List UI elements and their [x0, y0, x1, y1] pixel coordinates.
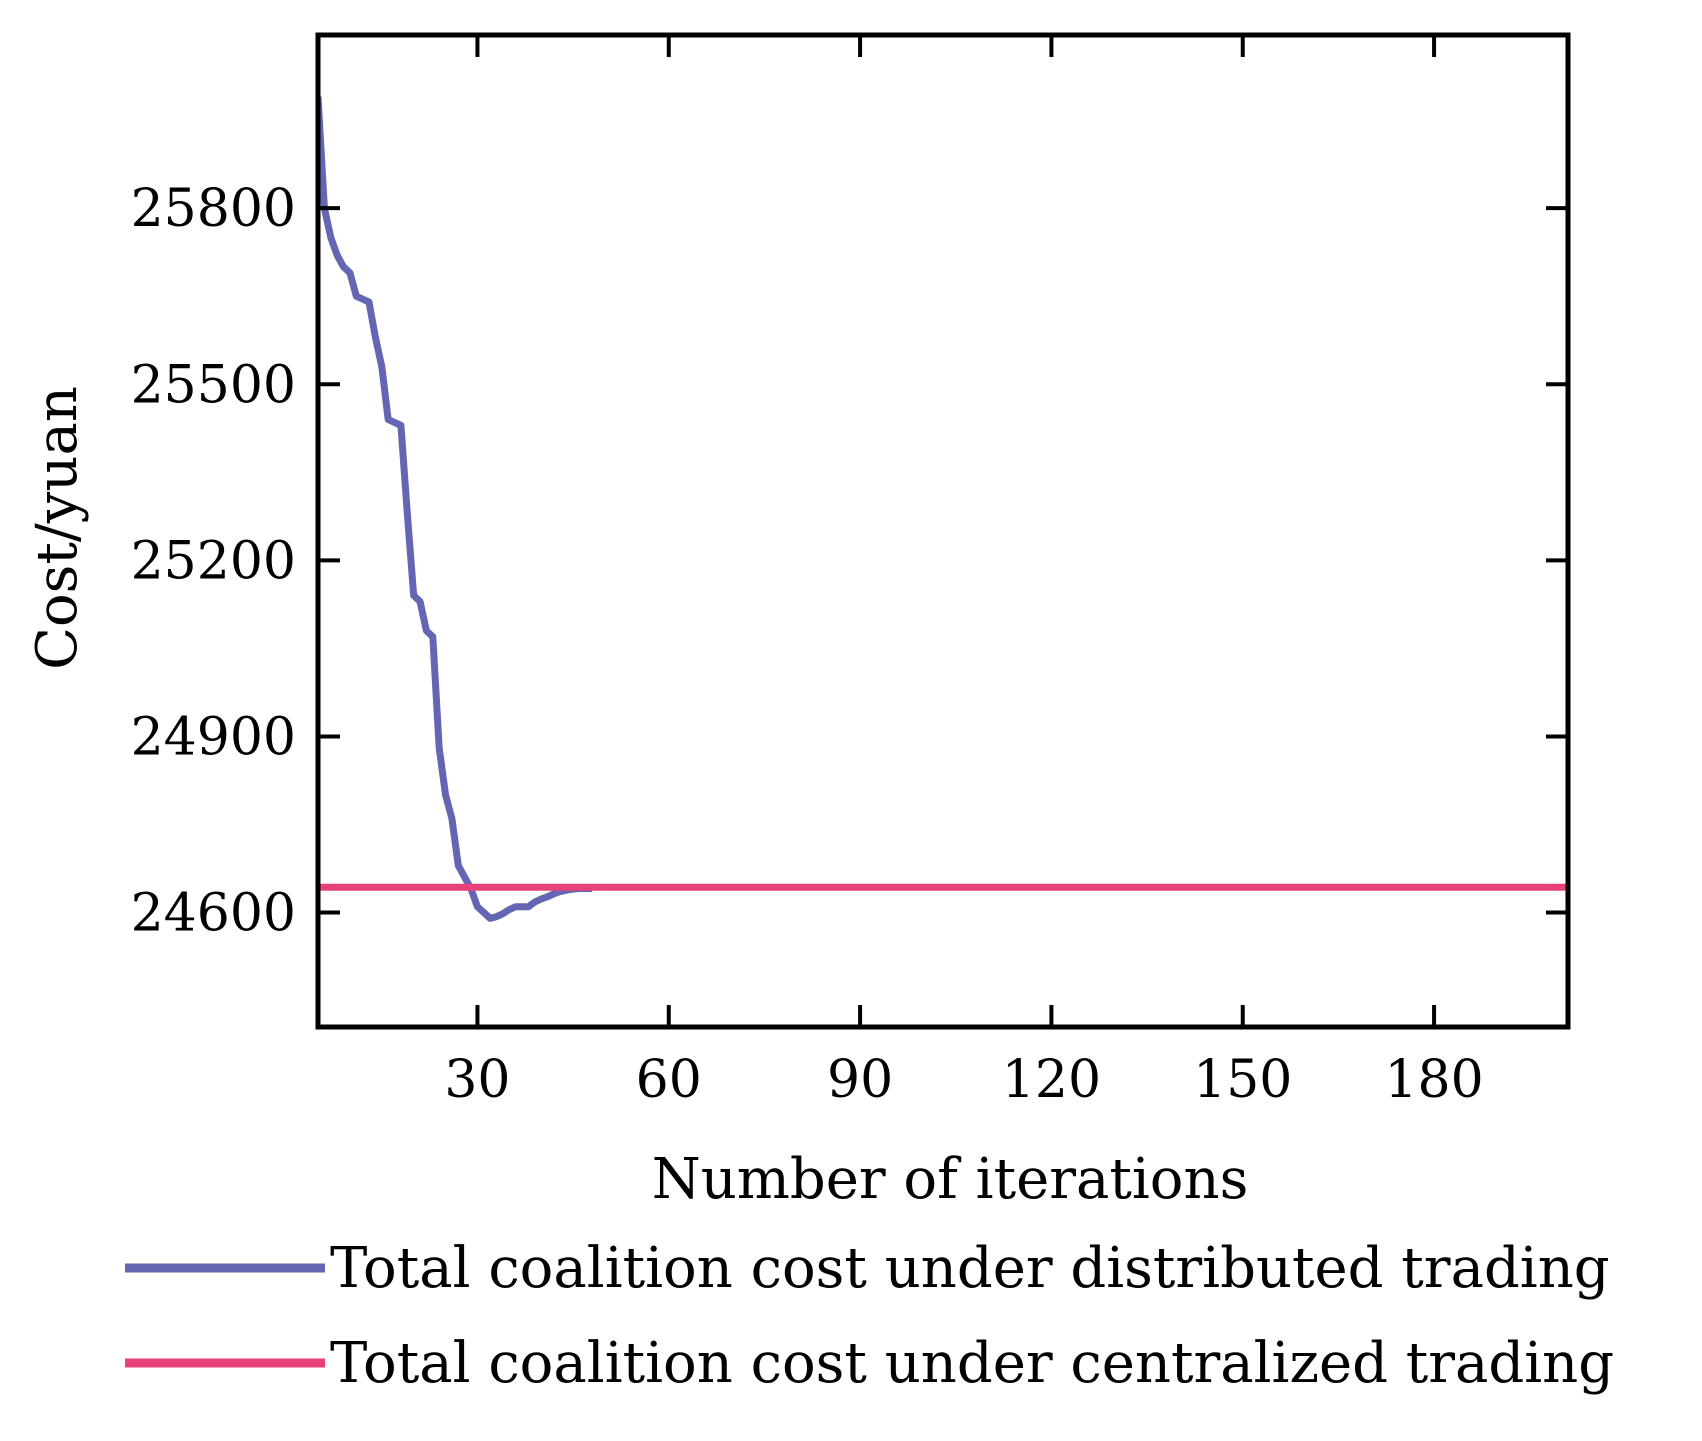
- x-tick-label: 150: [1193, 1050, 1292, 1110]
- legend-label-centralized: Total coalition cost under centralized t…: [330, 1331, 1614, 1396]
- plot-layer: [318, 96, 1568, 922]
- y-tick-label: 25200: [131, 531, 296, 591]
- series-line-0: [318, 96, 593, 922]
- x-tick-label: 120: [1002, 1050, 1101, 1110]
- x-tick-label: 90: [827, 1050, 893, 1110]
- y-tick-label: 25800: [131, 179, 296, 239]
- legend-label-distributed: Total coalition cost under distributed t…: [330, 1236, 1610, 1301]
- axes-layer: 30 60 90 120 150 180 24600 24900 25200 25500 25800: [131, 32, 1571, 1110]
- x-axis-title: Number of iterations: [652, 1147, 1249, 1212]
- y-tick-label: 25500: [131, 355, 296, 415]
- y-axis-title: Cost/yuan: [25, 386, 90, 670]
- plot-frame: [315, 32, 1571, 1030]
- legend: Total coalition cost under distributed t…: [125, 1236, 1614, 1396]
- y-tick-label: 24900: [131, 707, 296, 767]
- x-tick-label: 60: [636, 1050, 702, 1110]
- x-tick-label: 30: [444, 1050, 510, 1110]
- y-tick-label: 24600: [131, 884, 296, 944]
- x-tick-label: 180: [1384, 1050, 1483, 1110]
